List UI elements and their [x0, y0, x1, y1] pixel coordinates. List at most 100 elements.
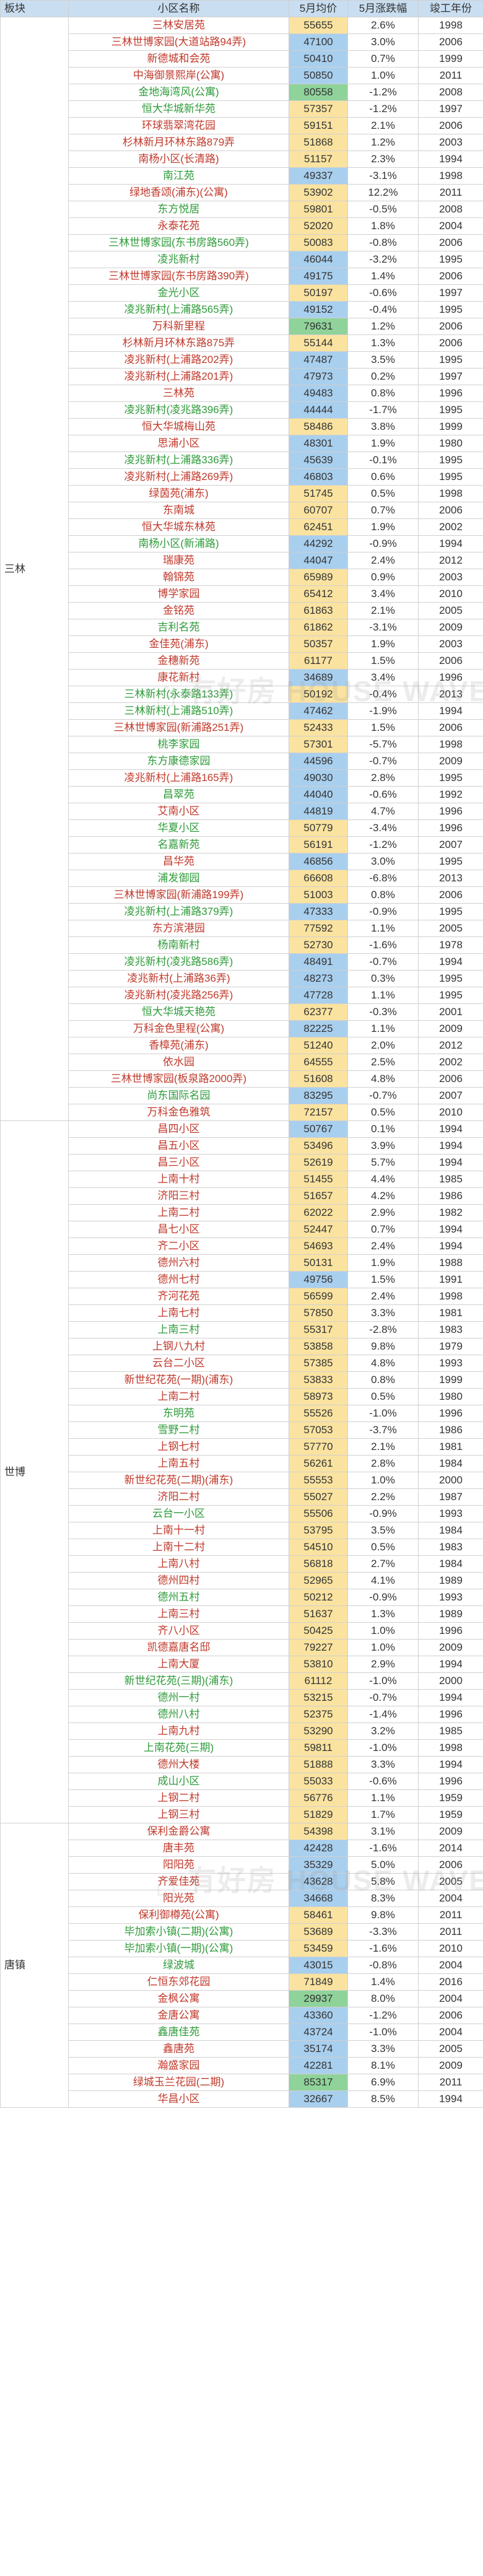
- price-change: -1.0%: [347, 1672, 419, 1690]
- price-change: 8.1%: [347, 2057, 419, 2074]
- price-change: 9.8%: [347, 1338, 419, 1355]
- avg-price: 51888: [289, 1756, 348, 1773]
- avg-price: 51745: [289, 485, 348, 502]
- completion-year: 1994: [418, 1656, 483, 1673]
- community-name: 济阳三村: [68, 1187, 289, 1205]
- avg-price: 44444: [289, 401, 348, 419]
- avg-price: 35329: [289, 1856, 348, 1874]
- price-change: 3.2%: [347, 1722, 419, 1740]
- community-name: 凌兆新村(凌兆路586弄): [68, 953, 289, 971]
- price-change: 3.0%: [347, 853, 419, 870]
- avg-price: 48301: [289, 435, 348, 452]
- completion-year: 1995: [418, 853, 483, 870]
- community-name: 东方滨港园: [68, 920, 289, 937]
- avg-price: 55526: [289, 1405, 348, 1422]
- avg-price: 55553: [289, 1472, 348, 1489]
- completion-year: 1979: [418, 1338, 483, 1355]
- completion-year: 2001: [418, 1003, 483, 1021]
- completion-year: 2006: [418, 886, 483, 904]
- completion-year: 2011: [418, 184, 483, 201]
- completion-year: 2009: [418, 1020, 483, 1037]
- table-row: 三林世博家园(东书房路560弄) 50083 -0.8% 2006: [1, 234, 483, 251]
- completion-year: 1996: [418, 669, 483, 686]
- completion-year: 1996: [418, 819, 483, 837]
- price-change: -0.8%: [347, 1957, 419, 1974]
- board-cell: 三林: [0, 17, 69, 1121]
- completion-year: 1987: [418, 1488, 483, 1506]
- table-row: 上钢八九村 53858 9.8% 1979: [1, 1338, 483, 1355]
- avg-price: 60707: [289, 502, 348, 519]
- completion-year: 2004: [418, 2024, 483, 2041]
- community-name: 凌兆新村(上浦路336弄): [68, 452, 289, 469]
- price-change: 3.4%: [347, 585, 419, 603]
- avg-price: 52020: [289, 217, 348, 235]
- table-row: 金枫公寓 29937 8.0% 2004: [1, 1990, 483, 2007]
- table-row: 上南八村 56818 2.7% 1984: [1, 1555, 483, 1573]
- community-name: 上钢三村: [68, 1806, 289, 1823]
- avg-price: 85317: [289, 2074, 348, 2091]
- price-change: -3.7%: [347, 1421, 419, 1439]
- completion-year: 1983: [418, 1539, 483, 1556]
- completion-year: 2008: [418, 201, 483, 218]
- completion-year: 1989: [418, 1605, 483, 1623]
- table-row: 三林世博家园(东书房路390弄) 49175 1.4% 2006: [1, 268, 483, 285]
- table-row: 三林苑 49483 0.8% 1996: [1, 385, 483, 402]
- completion-year: 2006: [418, 268, 483, 285]
- community-name: 新德城和会苑: [68, 50, 289, 68]
- completion-year: 2010: [418, 585, 483, 603]
- completion-year: 2006: [418, 652, 483, 670]
- completion-year: 2003: [418, 635, 483, 653]
- completion-year: 2004: [418, 1990, 483, 2007]
- avg-price: 56191: [289, 836, 348, 854]
- avg-price: 52375: [289, 1706, 348, 1723]
- table-row: 昌三小区 52619 5.7% 1994: [1, 1154, 483, 1171]
- completion-year: 1996: [418, 803, 483, 820]
- table-row: 绿城玉兰花园(二期) 85317 6.9% 2011: [1, 2074, 483, 2091]
- community-name: 香樟苑(浦东): [68, 1037, 289, 1054]
- avg-price: 58486: [289, 418, 348, 435]
- table-row: 凌兆新村(上浦路565弄) 49152 -0.4% 1995: [1, 301, 483, 318]
- completion-year: 2006: [418, 117, 483, 134]
- avg-price: 55144: [289, 334, 348, 352]
- price-change: -0.9%: [347, 535, 419, 552]
- community-name: 凌兆新村(凌兆路396弄): [68, 401, 289, 419]
- community-name: 新世纪花苑(二期)(浦东): [68, 1472, 289, 1489]
- completion-year: 1995: [418, 769, 483, 787]
- completion-year: 1994: [418, 1221, 483, 1238]
- avg-price: 49337: [289, 167, 348, 185]
- completion-year: 2010: [418, 1940, 483, 1957]
- price-change: 1.3%: [347, 334, 419, 352]
- board-cell: 世博: [0, 1120, 69, 1823]
- completion-year: 1981: [418, 1438, 483, 1456]
- avg-price: 47487: [289, 351, 348, 369]
- price-change: 3.1%: [347, 1823, 419, 1840]
- completion-year: 1995: [418, 301, 483, 318]
- price-change: 0.5%: [347, 1104, 419, 1121]
- table-row: 依水园 64555 2.5% 2002: [1, 1054, 483, 1071]
- price-change: 1.1%: [347, 920, 419, 937]
- community-name: 齐八小区: [68, 1622, 289, 1639]
- completion-year: 1984: [418, 1522, 483, 1539]
- table-row: 昌华苑 46856 3.0% 1995: [1, 853, 483, 870]
- completion-year: 2006: [418, 2007, 483, 2024]
- completion-year: 2004: [418, 1890, 483, 1907]
- price-change: 3.3%: [347, 1304, 419, 1322]
- community-name: 尚东国际名园: [68, 1087, 289, 1104]
- community-name: 毕加索小镇(一期)(公寓): [68, 1940, 289, 1957]
- table-body: 三林 三林安居苑 55655 2.6% 1998 三林世博家园(大道站路94弄) 47100…: [0, 17, 483, 2108]
- community-name: 瀚盛家园: [68, 2057, 289, 2074]
- completion-year: 1986: [418, 1187, 483, 1205]
- avg-price: 50192: [289, 686, 348, 703]
- avg-price: 77592: [289, 920, 348, 937]
- completion-year: 1998: [418, 17, 483, 34]
- price-change: 4.2%: [347, 1187, 419, 1205]
- price-change: -1.6%: [347, 1840, 419, 1857]
- price-change: -0.7%: [347, 1087, 419, 1104]
- table-row: 昌翠苑 44040 -0.6% 1992: [1, 786, 483, 803]
- table-row: 雪野二村 57053 -3.7% 1986: [1, 1421, 483, 1439]
- price-change: 1.2%: [347, 134, 419, 151]
- completion-year: 2004: [418, 217, 483, 235]
- table-row: 齐二小区 54693 2.4% 1994: [1, 1238, 483, 1255]
- completion-year: 1994: [418, 953, 483, 971]
- price-change: -3.1%: [347, 619, 419, 636]
